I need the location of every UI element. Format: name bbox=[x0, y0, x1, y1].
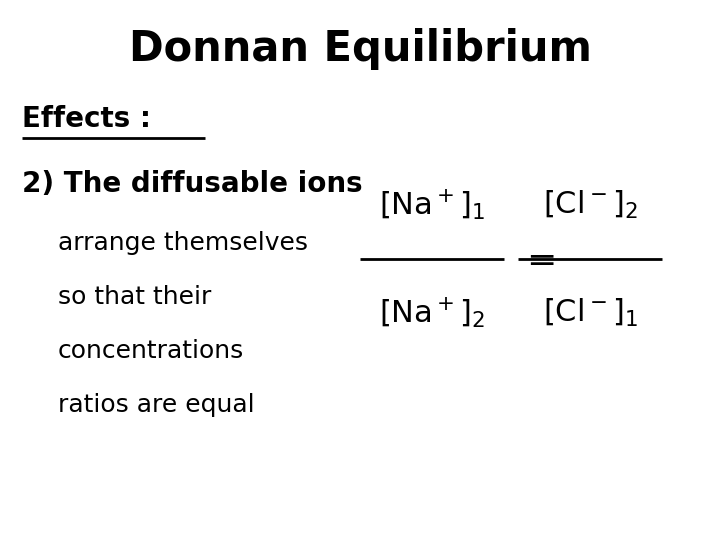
Text: concentrations: concentrations bbox=[58, 339, 244, 363]
Text: $[\mathrm{Na}^+]_2$: $[\mathrm{Na}^+]_2$ bbox=[379, 296, 485, 330]
Text: arrange themselves: arrange themselves bbox=[58, 231, 307, 255]
Text: so that their: so that their bbox=[58, 285, 211, 309]
Text: $=$: $=$ bbox=[518, 242, 554, 276]
Text: 2) The diffusable ions: 2) The diffusable ions bbox=[22, 170, 362, 198]
Text: ratios are equal: ratios are equal bbox=[58, 393, 254, 417]
Text: Donnan Equilibrium: Donnan Equilibrium bbox=[129, 28, 591, 70]
Text: $[\mathrm{Cl}^-]_2$: $[\mathrm{Cl}^-]_2$ bbox=[543, 189, 638, 221]
Text: $[\mathrm{Cl}^-]_1$: $[\mathrm{Cl}^-]_1$ bbox=[543, 297, 638, 329]
Text: $[\mathrm{Na}^+]_1$: $[\mathrm{Na}^+]_1$ bbox=[379, 188, 485, 222]
Text: Effects :: Effects : bbox=[22, 105, 150, 133]
